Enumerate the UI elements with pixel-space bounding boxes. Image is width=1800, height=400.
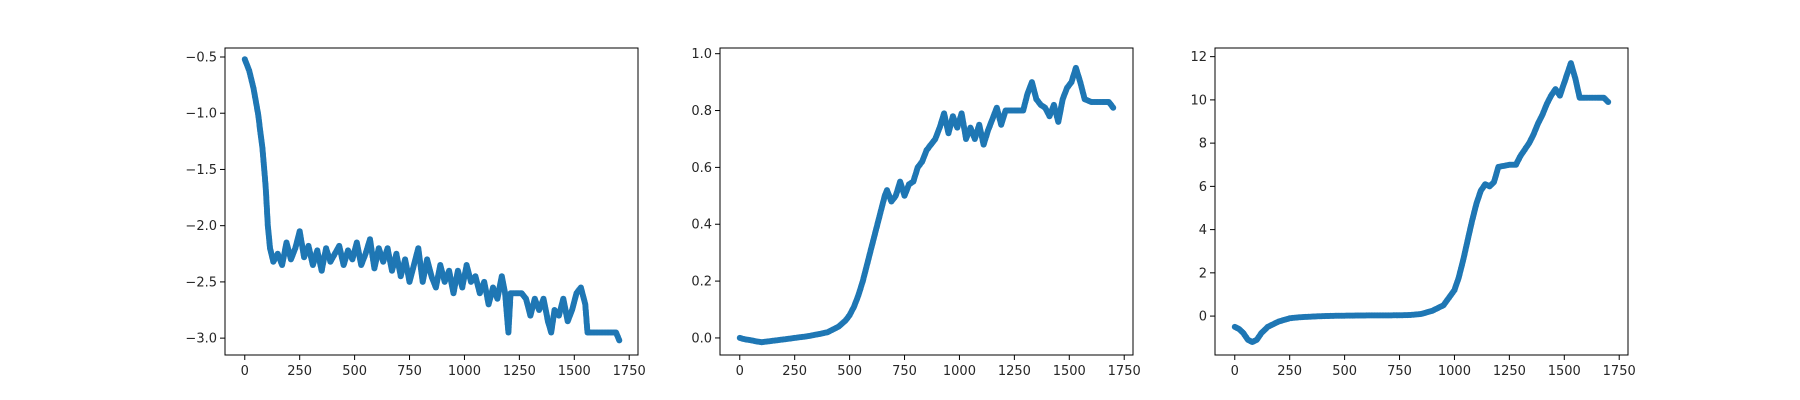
x-tick-label: 750	[1387, 364, 1412, 379]
data-markers	[736, 64, 1117, 346]
x-tick-label: 1750	[613, 364, 646, 379]
x-tick-label: 1250	[998, 364, 1031, 379]
y-tick-label: 0.6	[691, 161, 712, 176]
axes-frame	[719, 47, 1134, 356]
x-tick-label: 1000	[1438, 364, 1471, 379]
y-tick-label: 12	[1190, 50, 1207, 65]
x-tick-label: 1500	[1548, 364, 1581, 379]
x-tick-label: 250	[287, 364, 312, 379]
y-tick-label: −0.5	[185, 50, 217, 65]
y-tick-label: −1.5	[185, 163, 217, 178]
y-tick-label: −1.0	[185, 107, 217, 122]
x-tick-label: 250	[1277, 364, 1302, 379]
y-tick-label: 0.4	[691, 218, 712, 233]
x-tick-label: 0	[736, 364, 744, 379]
y-tick-label: −3.0	[185, 332, 217, 347]
data-point	[1110, 104, 1117, 111]
y-tick-label: 2	[1199, 266, 1207, 281]
x-tick-label: 1750	[1108, 364, 1141, 379]
y-tick-label: 0.0	[691, 331, 712, 346]
x-tick-label: 0	[1231, 364, 1239, 379]
x-tick-label: 750	[892, 364, 917, 379]
data-point	[1605, 99, 1612, 105]
y-tick-label: 6	[1199, 180, 1207, 195]
x-tick-label: 1250	[1493, 364, 1526, 379]
x-tick-label: 1500	[558, 364, 591, 379]
y-tick-label: 4	[1199, 223, 1207, 238]
x-tick-label: 1750	[1603, 364, 1636, 379]
subplot-progress: 0 250 500 750 1000 1250 1500 1750 0.0 0.2 0.4 0.6 0.…	[691, 47, 1140, 379]
axes-frame	[224, 47, 639, 356]
y-tick-label: 8	[1199, 137, 1207, 152]
subplot-value: 0 250 500 750 1000 1250 1500 1750 0 2 4 6 8 10 12	[1190, 47, 1636, 379]
axes-frame	[1214, 47, 1629, 356]
x-tick-label: 500	[1332, 364, 1357, 379]
y-tick-label: −2.0	[185, 219, 217, 234]
y-tick-label: 1.0	[691, 47, 712, 62]
x-tick-label: 0	[241, 364, 249, 379]
y-tick-label: 0	[1199, 310, 1207, 325]
x-tick-label: 1500	[1053, 364, 1086, 379]
x-tick-label: 1000	[943, 364, 976, 379]
y-tick-label: 0.8	[691, 104, 712, 119]
x-tick-label: 250	[782, 364, 807, 379]
data-point	[616, 337, 623, 344]
x-tick-label: 500	[342, 364, 367, 379]
x-tick-label: 1250	[503, 364, 536, 379]
x-tick-label: 1000	[448, 364, 481, 379]
data-markers	[1231, 60, 1612, 345]
y-tick-label: −2.5	[185, 275, 217, 290]
x-tick-label: 500	[837, 364, 862, 379]
data-markers	[241, 56, 623, 344]
x-tick-label: 750	[397, 364, 422, 379]
y-tick-label: 0.2	[691, 275, 712, 290]
subplot-loss: 0 250 500 750 1000 1250 1500 1750 −3.0 −2.5 −2.0 −1…	[185, 47, 646, 379]
y-tick-label: 10	[1190, 93, 1207, 108]
